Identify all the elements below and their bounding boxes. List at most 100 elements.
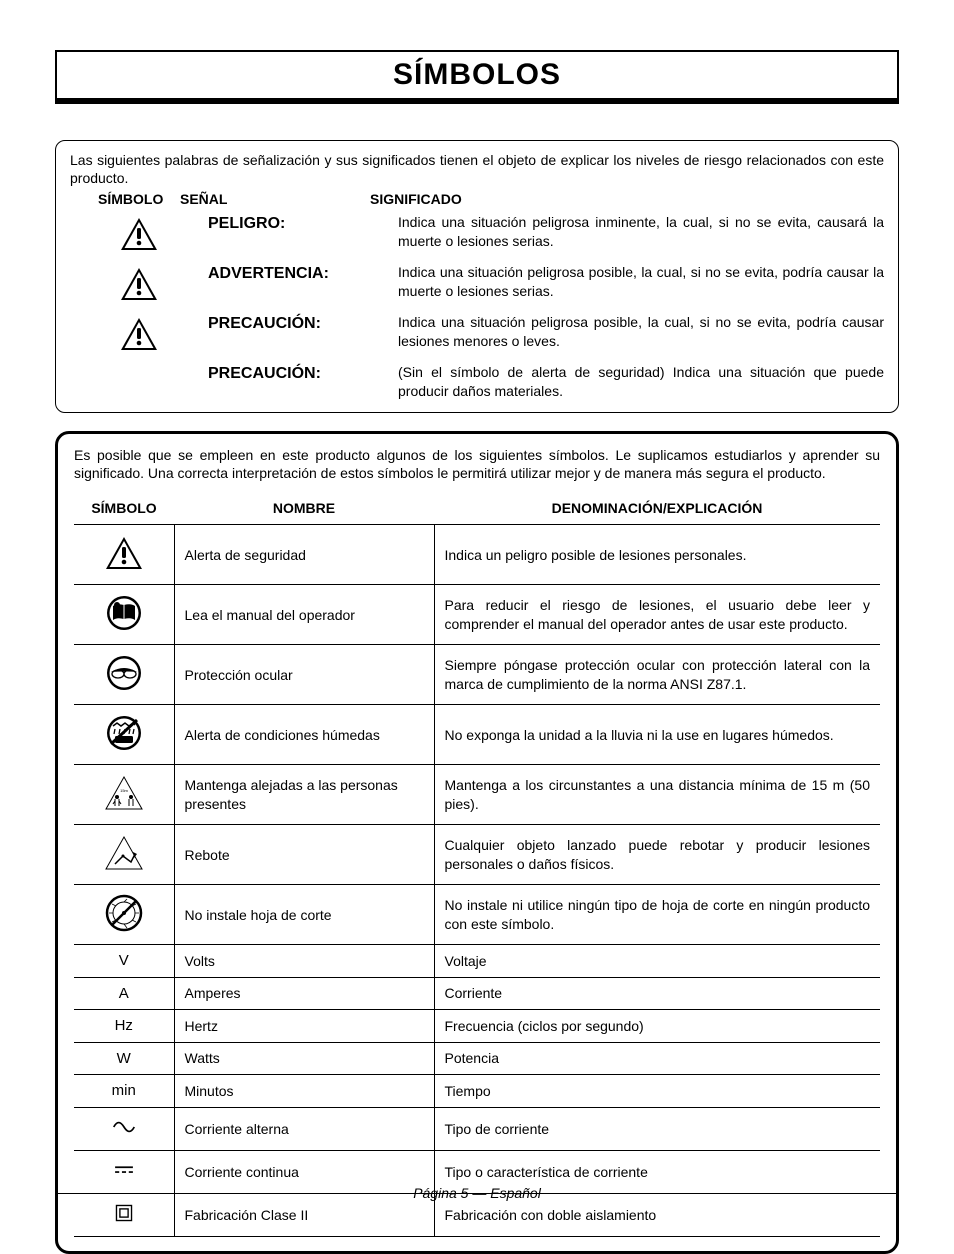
signal-row-symbol [70, 263, 208, 303]
description-cell: Tipo de corriente [434, 1107, 880, 1150]
table-row: No instale hoja de corteNo instale ni ut… [74, 885, 880, 945]
description-cell: Tiempo [434, 1075, 880, 1108]
name-cell: Lea el manual del operador [174, 585, 434, 645]
symbol-cell: A [74, 977, 174, 1010]
symbol-cell [74, 825, 174, 885]
unit-symbol: W [117, 1050, 131, 1067]
symbols-table: SÍMBOLO NOMBRE DENOMINACIÓN/EXPLICACIÓN … [74, 496, 880, 1237]
symbols-intro-text: Es posible que se empleen en este produc… [74, 446, 880, 482]
signal-row-signal: PELIGRO: [208, 213, 398, 233]
signal-row-symbol [70, 313, 208, 353]
name-cell: Rebote [174, 825, 434, 885]
unit-symbol: min [112, 1082, 136, 1099]
symtable-header-symbol: SÍMBOLO [74, 496, 174, 525]
footer-text: Página 5 — Español [403, 1185, 551, 1201]
name-cell: Alerta de seguridad [174, 525, 434, 585]
name-cell: Minutos [174, 1075, 434, 1108]
symbol-cell [74, 765, 174, 825]
table-row: A AmperesCorriente [74, 977, 880, 1010]
signal-row-meaning: Indica una situación peligrosa posible, … [398, 313, 884, 349]
name-cell: Watts [174, 1042, 434, 1075]
no-wet-conditions-icon [103, 714, 145, 752]
symtable-header-name: NOMBRE [174, 496, 434, 525]
footer-line-right [551, 1193, 899, 1194]
name-cell: Corriente alterna [174, 1107, 434, 1150]
symbol-cell: W [74, 1042, 174, 1075]
page-title: SÍMBOLOS [393, 58, 561, 91]
page-title-box: SÍMBOLOS [55, 50, 899, 104]
symtable-header-desc: DENOMINACIÓN/EXPLICACIÓN [434, 496, 880, 525]
symbols-box: Es posible que se empleen en este produc… [55, 431, 899, 1254]
table-row: VVoltsVoltaje [74, 945, 880, 978]
read-manual-icon [103, 594, 145, 632]
table-row: Alerta de condiciones húmedasNo exponga … [74, 705, 880, 765]
warning-triangle-icon [118, 265, 160, 303]
name-cell: Alerta de condiciones húmedas [174, 705, 434, 765]
signal-row-signal: PRECAUCIÓN: [208, 313, 398, 333]
signal-header-signal: SEÑAL [180, 191, 370, 207]
table-row: min MinutosTiempo [74, 1075, 880, 1108]
unit-symbol: Hz [115, 1017, 133, 1034]
signal-intro-text: Las siguientes palabras de señalización … [70, 151, 884, 187]
description-cell: Mantenga a los circunstantes a una dista… [434, 765, 880, 825]
signal-row-signal: PRECAUCIÓN: [208, 363, 398, 383]
table-row: Lea el manual del operadorPara reducir e… [74, 585, 880, 645]
symbol-cell: min [74, 1075, 174, 1108]
description-cell: Siempre póngase protección ocular con pr… [434, 645, 880, 705]
ricochet-icon [103, 834, 145, 872]
symbol-cell: V [74, 945, 174, 978]
name-cell: Mantenga alejadas a las personas present… [174, 765, 434, 825]
signal-row-symbol [70, 213, 208, 253]
unit-symbol: A [119, 985, 129, 1002]
table-row: Corriente alternaTipo de corriente [74, 1107, 880, 1150]
signal-row-meaning: Indica una situación peligrosa posible, … [398, 263, 884, 299]
description-cell: Corriente [434, 977, 880, 1010]
table-row: Alerta de seguridadIndica un peligro pos… [74, 525, 880, 585]
class-2-icon [109, 1200, 139, 1226]
signal-header-row: SÍMBOLO SEÑAL SIGNIFICADO [70, 191, 884, 207]
keep-bystanders-away-icon [103, 774, 145, 812]
table-row: Mantenga alejadas a las personas present… [74, 765, 880, 825]
description-cell: Voltaje [434, 945, 880, 978]
signal-row-meaning: (Sin el símbolo de alerta de seguridad) … [398, 363, 884, 399]
table-row: W WattsPotencia [74, 1042, 880, 1075]
dc-current-icon [109, 1157, 139, 1183]
symbol-cell [74, 705, 174, 765]
footer-line-left [55, 1193, 403, 1194]
signal-row: PELIGRO:Indica una situación peligrosa i… [70, 213, 884, 253]
symbol-cell [74, 1107, 174, 1150]
signal-header-symbol: SÍMBOLO [70, 191, 180, 207]
description-cell: Frecuencia (ciclos por segundo) [434, 1010, 880, 1043]
eye-protection-icon [103, 654, 145, 692]
name-cell: Protección ocular [174, 645, 434, 705]
no-blade-icon [103, 894, 145, 932]
signal-header-meaning: SIGNIFICADO [370, 191, 884, 207]
symbol-cell: Hz [74, 1010, 174, 1043]
signal-row: ADVERTENCIA:Indica una situación peligro… [70, 263, 884, 303]
page-footer: Página 5 — Español [55, 1185, 899, 1201]
warning-triangle-icon [103, 534, 145, 572]
signal-row-signal: ADVERTENCIA: [208, 263, 398, 283]
description-cell: No instale ni utilice ningún tipo de hoj… [434, 885, 880, 945]
name-cell: Hertz [174, 1010, 434, 1043]
symbol-cell [74, 885, 174, 945]
description-cell: Indica un peligro posible de lesiones pe… [434, 525, 880, 585]
table-row: ReboteCualquier objeto lanzado puede reb… [74, 825, 880, 885]
table-row: Hz HertzFrecuencia (ciclos por segundo) [74, 1010, 880, 1043]
symbol-cell [74, 525, 174, 585]
name-cell: Volts [174, 945, 434, 978]
name-cell: Amperes [174, 977, 434, 1010]
ac-current-icon [109, 1114, 139, 1140]
symbol-cell [74, 585, 174, 645]
table-row: Protección ocularSiempre póngase protecc… [74, 645, 880, 705]
name-cell: No instale hoja de corte [174, 885, 434, 945]
description-cell: Potencia [434, 1042, 880, 1075]
description-cell: Cualquier objeto lanzado puede rebotar y… [434, 825, 880, 885]
symbol-cell [74, 645, 174, 705]
signal-row: PRECAUCIÓN:(Sin el símbolo de alerta de … [70, 363, 884, 399]
signal-words-box: Las siguientes palabras de señalización … [55, 140, 899, 413]
warning-triangle-icon [118, 315, 160, 353]
signal-row-meaning: Indica una situación peligrosa inminente… [398, 213, 884, 249]
warning-triangle-icon [118, 215, 160, 253]
description-cell: Para reducir el riesgo de lesiones, el u… [434, 585, 880, 645]
